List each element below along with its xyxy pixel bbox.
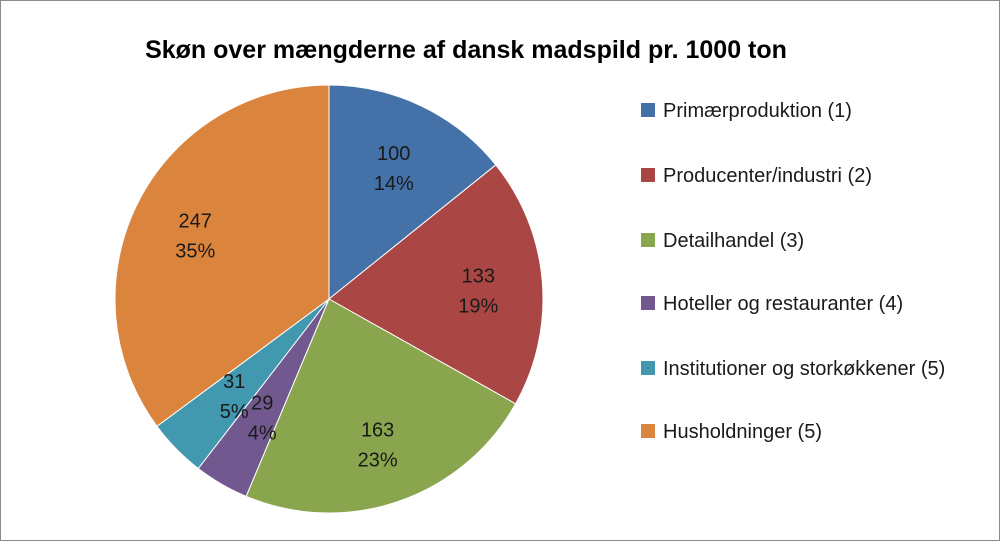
legend-label-institutioner-og-storkokkener-5: Institutioner og storkøkkener (5) — [663, 358, 945, 380]
data-label-percent-institutioner-og-storkokkener-5: 5% — [220, 401, 249, 423]
legend-swatch-primaerproduktion-1 — [641, 103, 655, 117]
legend-swatch-institutioner-og-storkokkener-5 — [641, 361, 655, 375]
legend: Primærproduktion (1) Producenter/industri… — [641, 100, 945, 443]
legend-label-producenter-industri-2: Producenter/industri (2) — [663, 165, 872, 187]
legend-label-detailhandel-3: Detailhandel (3) — [663, 230, 804, 252]
pie-slice-primaerproduktion-1 — [328, 84, 497, 301]
legend-label-husholdninger-5: Husholdninger (5) — [663, 421, 822, 443]
legend-label-hoteller-og-restauranter-4: Hoteller og restauranter (4) — [663, 293, 903, 315]
pie-slices — [114, 84, 544, 514]
data-label-value-hoteller-og-restauranter-4: 29 — [251, 393, 273, 415]
data-label-value-primaerproduktion-1: 100 — [377, 143, 410, 165]
legend-swatch-husholdninger-5 — [641, 424, 655, 438]
data-label-value-institutioner-og-storkokkener-5: 31 — [223, 371, 245, 393]
pie-slice-detailhandel-3 — [245, 298, 517, 514]
legend-swatch-producenter-industri-2 — [641, 168, 655, 182]
pie-slice-producenter-industri-2 — [328, 164, 544, 405]
data-label-value-producenter-industri-2: 133 — [462, 266, 495, 288]
data-label-percent-detailhandel-3: 23% — [358, 450, 398, 472]
data-label-percent-hoteller-og-restauranter-4: 4% — [248, 423, 277, 445]
legend-swatch-hoteller-og-restauranter-4 — [641, 296, 655, 310]
data-label-percent-primaerproduktion-1: 14% — [374, 173, 414, 195]
data-label-value-detailhandel-3: 163 — [361, 420, 394, 442]
pie-slice-husholdninger-5 — [114, 84, 330, 427]
legend-label-primaerproduktion-1: Primærproduktion (1) — [663, 100, 852, 122]
data-label-percent-producenter-industri-2: 19% — [458, 296, 498, 318]
data-label-value-husholdninger-5: 247 — [179, 211, 212, 233]
pie-data-labels: 100 14% 133 19% 163 23% 29 4% 31 5% 247 35% — [175, 143, 498, 472]
data-label-percent-husholdninger-5: 35% — [175, 241, 215, 263]
chart-title: Skøn over mængderne af dansk madspild pr… — [145, 36, 787, 64]
legend-swatch-detailhandel-3 — [641, 233, 655, 247]
